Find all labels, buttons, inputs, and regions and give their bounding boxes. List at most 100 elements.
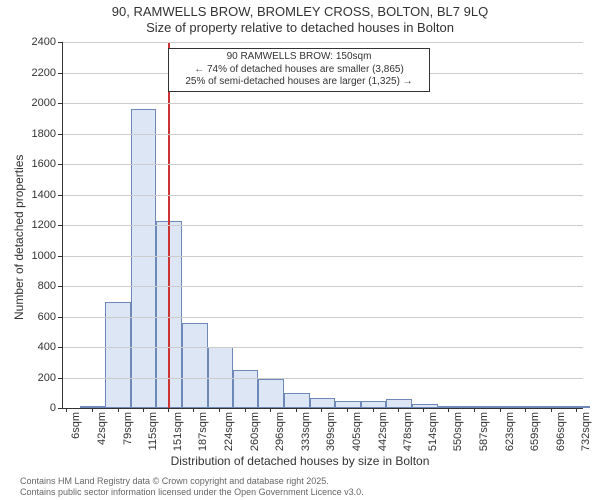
x-axis-label: Distribution of detached houses by size … [0, 454, 600, 468]
x-tick-label: 260sqm [249, 412, 261, 456]
y-gridline [63, 134, 583, 135]
footer-line-2: Contains public sector information licen… [20, 487, 364, 497]
x-tick-mark [576, 408, 577, 412]
histogram-bar [284, 393, 309, 408]
x-tick-mark [193, 408, 194, 412]
y-tick-label: 1400 [16, 189, 56, 201]
y-tick-mark [58, 378, 62, 379]
y-tick-mark [58, 42, 62, 43]
y-tick-label: 1800 [16, 128, 56, 140]
histogram-bar [233, 370, 258, 408]
x-tick-mark [143, 408, 144, 412]
footer: Contains HM Land Registry data © Crown c… [20, 476, 364, 497]
y-gridline [63, 286, 583, 287]
histogram-bar [182, 323, 208, 408]
annotation-line-2: ← 74% of detached houses are smaller (3,… [173, 64, 425, 77]
histogram-bar [258, 379, 284, 408]
annotation-box: 90 RAMWELLS BROW: 150sqm ← 74% of detach… [168, 48, 430, 92]
x-tick-mark [525, 408, 526, 412]
y-tick-label: 1000 [16, 250, 56, 262]
title-line-2: Size of property relative to detached ho… [0, 20, 600, 36]
y-tick-mark [58, 103, 62, 104]
x-tick-label: 6sqm [70, 412, 82, 456]
plot-area: 90 RAMWELLS BROW: 150sqm ← 74% of detach… [62, 42, 583, 409]
y-tick-label: 200 [16, 372, 56, 384]
y-tick-label: 0 [16, 402, 56, 414]
x-tick-label: 442sqm [377, 412, 389, 456]
y-gridline [63, 42, 583, 43]
y-tick-mark [58, 73, 62, 74]
x-tick-label: 187sqm [197, 412, 209, 456]
y-tick-label: 400 [16, 341, 56, 353]
x-tick-mark [500, 408, 501, 412]
x-tick-label: 369sqm [325, 412, 337, 456]
x-tick-mark [118, 408, 119, 412]
y-gridline [63, 317, 583, 318]
y-tick-label: 2000 [16, 97, 56, 109]
y-tick-label: 1600 [16, 158, 56, 170]
x-tick-mark [168, 408, 169, 412]
histogram-bar [438, 406, 463, 408]
y-gridline [63, 195, 583, 196]
x-tick-label: 115sqm [147, 412, 159, 456]
x-tick-mark [347, 408, 348, 412]
y-tick-label: 600 [16, 311, 56, 323]
y-gridline [63, 347, 583, 348]
y-tick-mark [58, 256, 62, 257]
x-tick-label: 623sqm [504, 412, 516, 456]
title-line-1: 90, RAMWELLS BROW, BROMLEY CROSS, BOLTON… [0, 4, 600, 20]
x-tick-label: 42sqm [96, 412, 108, 456]
x-tick-label: 550sqm [452, 412, 464, 456]
x-tick-label: 587sqm [478, 412, 490, 456]
y-tick-mark [58, 195, 62, 196]
x-tick-mark [270, 408, 271, 412]
histogram-bar [488, 406, 514, 408]
x-tick-label: 478sqm [402, 412, 414, 456]
y-gridline [63, 103, 583, 104]
x-tick-mark [296, 408, 297, 412]
y-tick-label: 2200 [16, 67, 56, 79]
y-tick-mark [58, 317, 62, 318]
y-tick-mark [58, 225, 62, 226]
y-gridline [63, 225, 583, 226]
histogram-bar [310, 398, 335, 408]
annotation-line-3: 25% of semi-detached houses are larger (… [173, 76, 425, 89]
histogram-bar [105, 302, 131, 408]
x-tick-mark [423, 408, 424, 412]
x-tick-mark [219, 408, 220, 412]
annotation-line-1: 90 RAMWELLS BROW: 150sqm [173, 51, 425, 64]
x-tick-mark [66, 408, 67, 412]
x-tick-label: 224sqm [223, 412, 235, 456]
title-block: 90, RAMWELLS BROW, BROMLEY CROSS, BOLTON… [0, 0, 600, 37]
y-tick-mark [58, 286, 62, 287]
histogram-bar [131, 109, 156, 408]
histogram-bar [361, 401, 386, 408]
x-tick-label: 732sqm [580, 412, 592, 456]
x-tick-label: 659sqm [529, 412, 541, 456]
x-tick-label: 405sqm [351, 412, 363, 456]
x-tick-label: 333sqm [300, 412, 312, 456]
x-tick-label: 696sqm [555, 412, 567, 456]
histogram-bar [514, 406, 539, 408]
x-tick-label: 514sqm [427, 412, 439, 456]
x-tick-mark [551, 408, 552, 412]
y-gridline [63, 164, 583, 165]
y-tick-label: 800 [16, 280, 56, 292]
y-tick-mark [58, 164, 62, 165]
x-tick-mark [321, 408, 322, 412]
y-tick-label: 1200 [16, 219, 56, 231]
x-tick-mark [245, 408, 246, 412]
y-gridline [63, 256, 583, 257]
x-tick-mark [474, 408, 475, 412]
x-tick-label: 296sqm [274, 412, 286, 456]
y-tick-label: 2400 [16, 36, 56, 48]
histogram-bar [412, 404, 438, 408]
y-axis-label: Number of detached properties [12, 155, 26, 320]
y-tick-mark [58, 347, 62, 348]
y-tick-mark [58, 134, 62, 135]
y-gridline [63, 378, 583, 379]
x-tick-mark [373, 408, 374, 412]
histogram-bar [335, 401, 361, 408]
footer-line-1: Contains HM Land Registry data © Crown c… [20, 476, 364, 486]
x-tick-mark [398, 408, 399, 412]
